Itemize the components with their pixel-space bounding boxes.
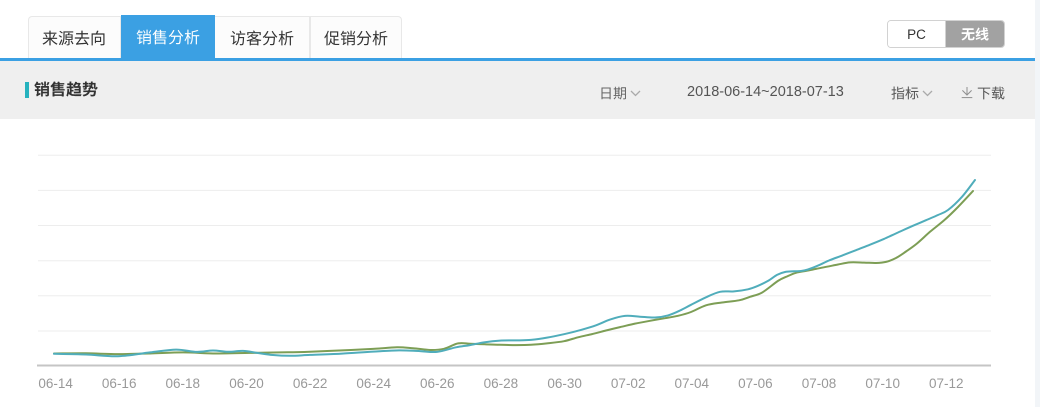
svg-text:06-24: 06-24 bbox=[356, 376, 391, 391]
svg-text:06-20: 06-20 bbox=[229, 376, 264, 391]
svg-text:07-08: 07-08 bbox=[802, 376, 837, 391]
svg-text:06-30: 06-30 bbox=[547, 376, 582, 391]
svg-text:07-06: 07-06 bbox=[738, 376, 773, 391]
svg-text:06-28: 06-28 bbox=[484, 376, 519, 391]
svg-text:06-26: 06-26 bbox=[420, 376, 455, 391]
svg-text:07-10: 07-10 bbox=[865, 376, 900, 391]
svg-text:07-12: 07-12 bbox=[929, 376, 964, 391]
svg-text:06-18: 06-18 bbox=[166, 376, 201, 391]
svg-text:06-22: 06-22 bbox=[293, 376, 328, 391]
svg-text:06-16: 06-16 bbox=[102, 376, 137, 391]
svg-text:07-02: 07-02 bbox=[611, 376, 646, 391]
svg-text:06-14: 06-14 bbox=[38, 376, 73, 391]
svg-text:07-04: 07-04 bbox=[675, 376, 710, 391]
